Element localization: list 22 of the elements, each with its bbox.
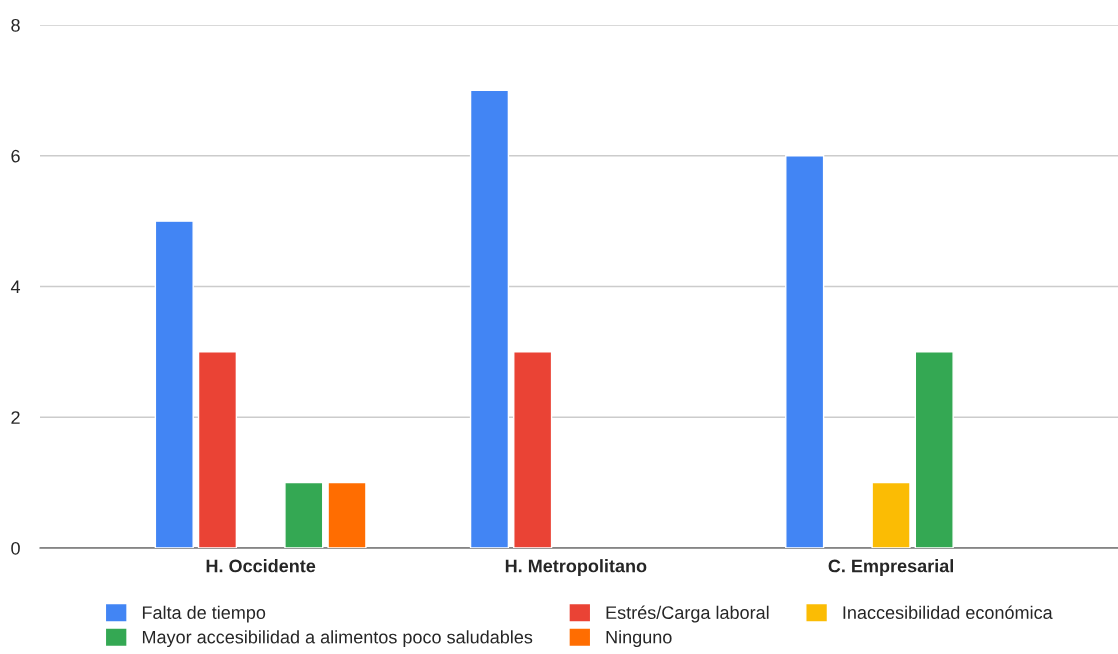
bar (871, 481, 911, 548)
x-tick-label: H. Occidente (206, 559, 316, 573)
bar (327, 481, 367, 548)
bar (914, 351, 954, 548)
y-tick-label: 6 (11, 149, 20, 163)
x-tick-label: C. Empresarial (828, 559, 953, 576)
x-tick-label: H. Metropolitano (505, 559, 647, 576)
y-tick-label: 8 (11, 18, 20, 32)
legend-label: Ninguno (606, 630, 672, 648)
y-tick-label: 4 (10, 280, 21, 294)
bar (785, 155, 825, 548)
bar (284, 481, 324, 548)
y-tick-label: 0 (11, 541, 20, 555)
bar (154, 220, 194, 548)
legend-label: Mayor accesibilidad a alimentos poco saludables (142, 630, 533, 648)
bar (197, 351, 238, 548)
bar (469, 89, 510, 548)
bar (513, 351, 553, 548)
legend-label: Inaccesibilidad económica (843, 605, 1053, 619)
legend-label: Estrés/Carga laboral (606, 605, 769, 623)
y-tick-label: 2 (11, 411, 20, 424)
legend-label: Falta de tiempo (142, 605, 266, 623)
